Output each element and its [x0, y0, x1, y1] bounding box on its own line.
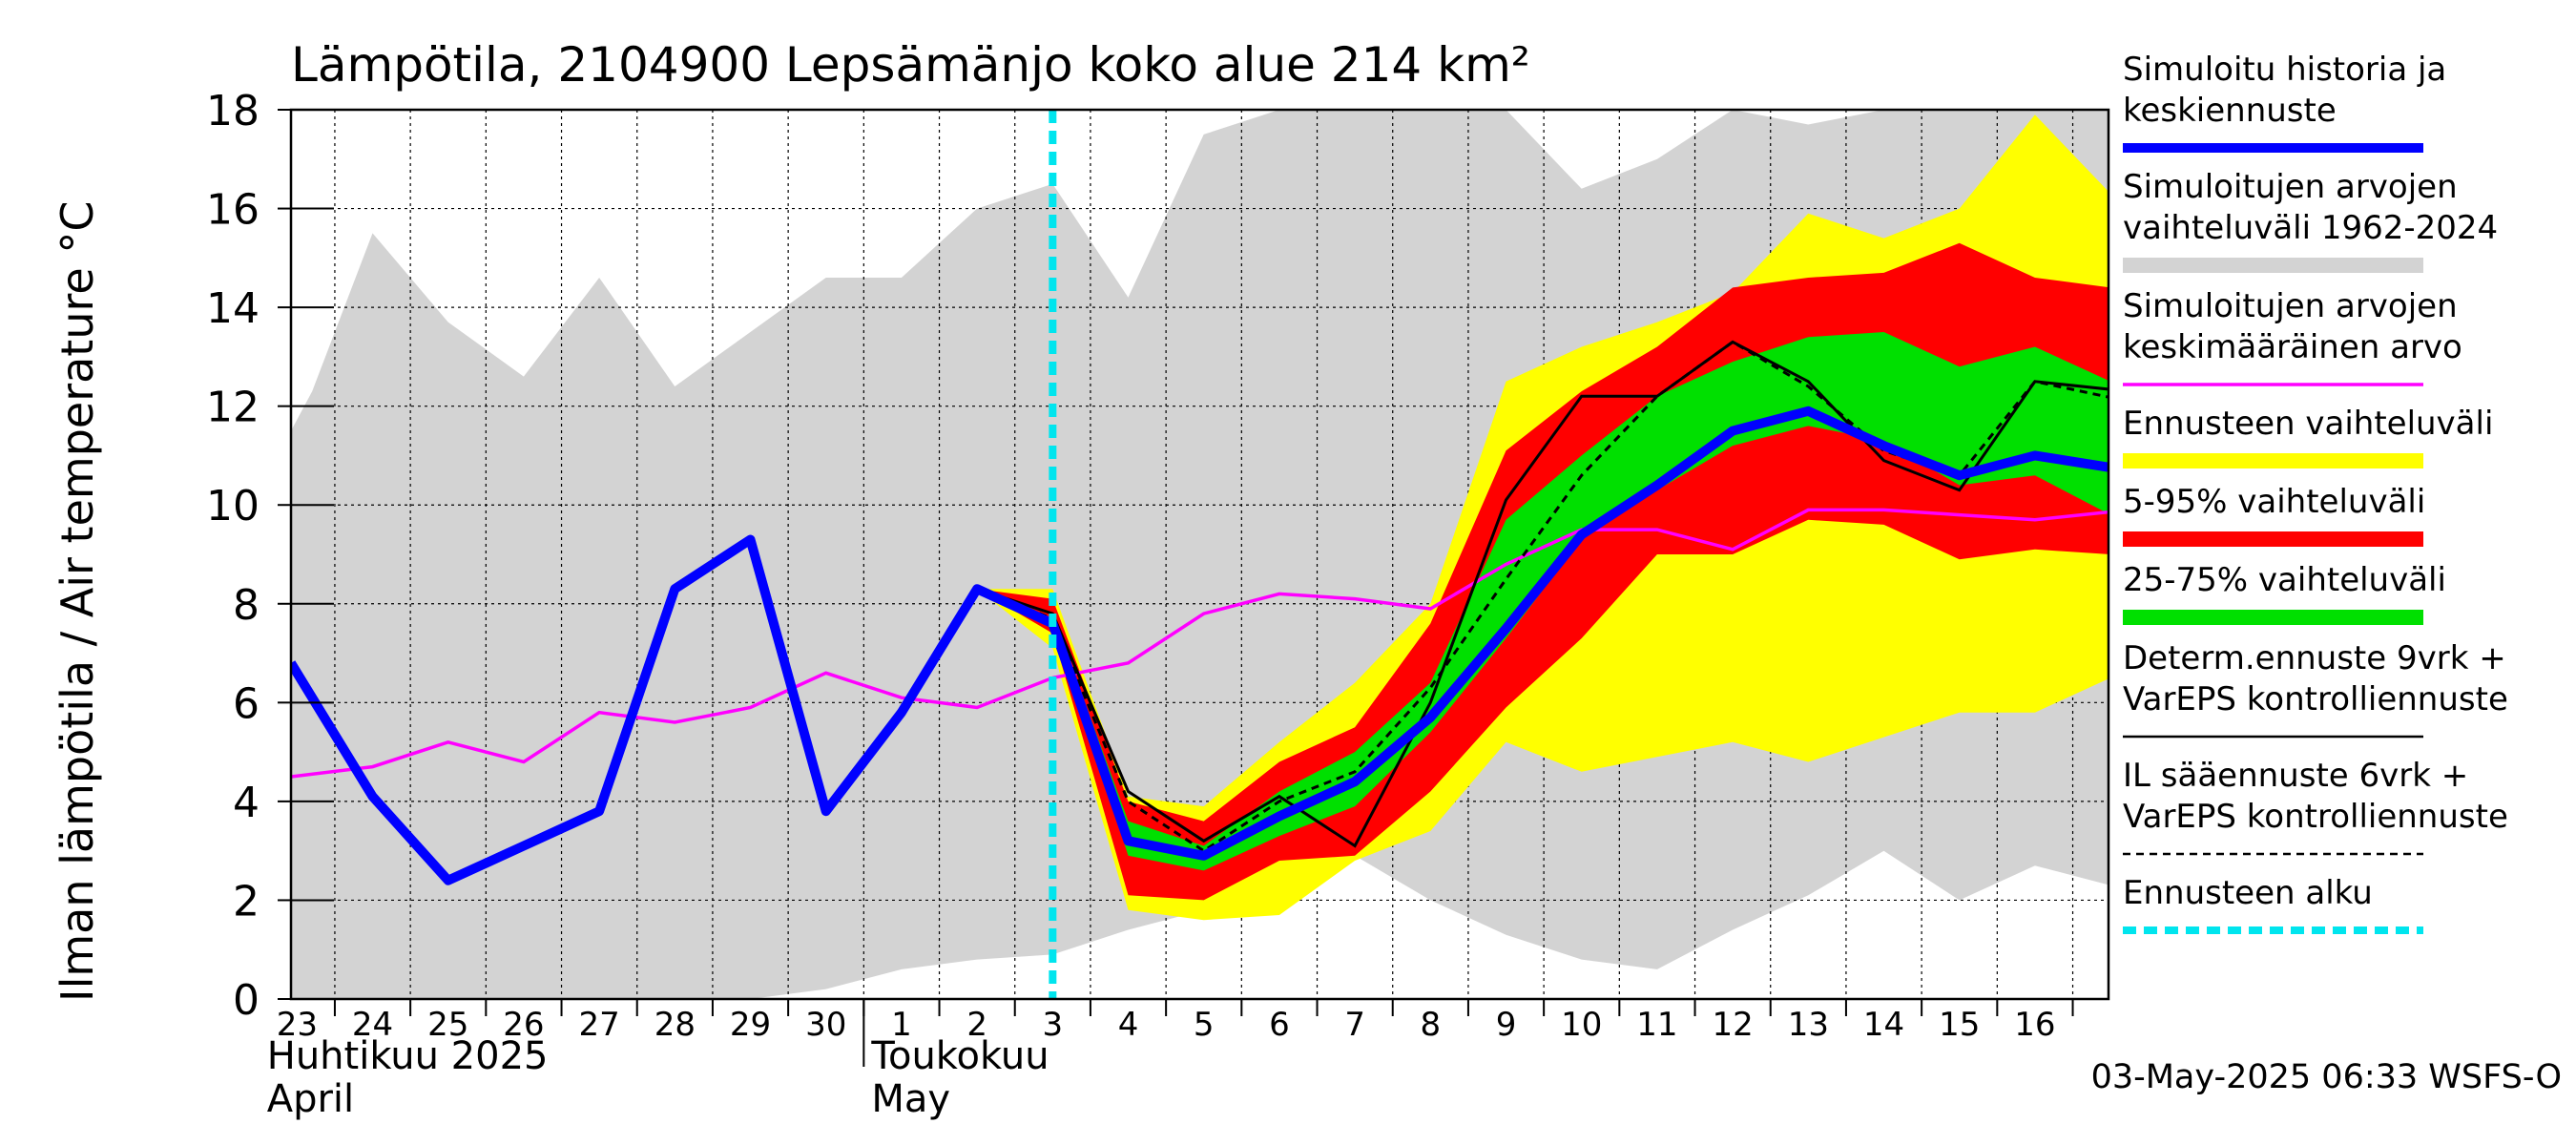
x-day-label: 27	[579, 1006, 620, 1044]
legend-label: Determ.ennuste 9vrk +	[2123, 639, 2506, 677]
mean-line	[291, 508, 2109, 779]
p25-75-band	[1052, 332, 2109, 871]
legend-label: Simuloitujen arvojen	[2123, 168, 2458, 206]
legend-label: keskimääräinen arvo	[2123, 328, 2462, 366]
determ-forecast-line	[976, 340, 2109, 848]
x-day-label: 4	[1118, 1006, 1139, 1044]
x-day-label: 3	[1043, 1006, 1064, 1044]
y-tick-label: 4	[233, 779, 260, 827]
x-day-label: 28	[654, 1006, 696, 1044]
simulated-line	[291, 406, 2109, 885]
month-label-fi: Toukokuu	[870, 1034, 1049, 1078]
x-day-label: 12	[1713, 1006, 1754, 1044]
x-day-label: 5	[1194, 1006, 1215, 1044]
y-tick-label: 6	[233, 679, 260, 728]
month-label-en: May	[871, 1077, 950, 1121]
legend-label: vaihteluväli 1962-2024	[2123, 209, 2498, 247]
x-day-label: 14	[1863, 1006, 1904, 1044]
y-tick-label: 12	[206, 384, 260, 432]
x-day-label: 29	[730, 1006, 771, 1044]
legend-label: Ennusteen alku	[2123, 874, 2373, 912]
month-label-en: April	[267, 1077, 354, 1121]
timestamp-footer: 03-May-2025 06:33 WSFS-O	[2091, 1058, 2562, 1096]
y-tick-label: 14	[206, 284, 260, 333]
il-forecast-line	[976, 340, 2109, 853]
x-day-label: 6	[1269, 1006, 1290, 1044]
y-tick-label: 8	[233, 581, 260, 630]
legend-label: Simuloitujen arvojen	[2123, 287, 2458, 325]
y-tick-label: 0	[233, 976, 260, 1025]
x-day-label: 24	[352, 1006, 393, 1044]
legend-label: IL sääennuste 6vrk +	[2123, 757, 2468, 795]
x-day-label: 15	[1939, 1006, 1980, 1044]
legend-label: Simuloitu historia ja	[2123, 51, 2446, 89]
legend-label: 25-75% vaihteluväli	[2123, 561, 2446, 599]
legend-label: Ennusteen vaihteluväli	[2123, 405, 2493, 443]
x-day-label: 23	[277, 1006, 318, 1044]
x-day-label: 2	[966, 1006, 987, 1044]
x-day-label: 10	[1561, 1006, 1602, 1044]
x-day-label: 16	[2014, 1006, 2055, 1044]
y-tick-label: 2	[233, 877, 260, 926]
x-day-label: 30	[805, 1006, 846, 1044]
x-day-label: 11	[1636, 1006, 1677, 1044]
x-day-label: 13	[1788, 1006, 1829, 1044]
x-day-label: 1	[891, 1006, 912, 1044]
y-tick-label: 10	[206, 482, 260, 531]
x-day-label: 26	[503, 1006, 544, 1044]
month-label-fi: Huhtikuu 2025	[267, 1034, 549, 1078]
x-day-label: 9	[1496, 1006, 1517, 1044]
plot-frame	[289, 108, 2110, 1001]
y-tick-label: 18	[206, 87, 260, 135]
legend-label: VarEPS kontrolliennuste	[2123, 680, 2508, 718]
legend-label: keskiennuste	[2123, 92, 2337, 130]
legend-label: VarEPS kontrolliennuste	[2123, 798, 2508, 836]
plot-content	[291, 110, 2109, 999]
y-axis-label: Ilman lämpötila / Air temperature °C	[52, 201, 103, 1002]
chart-title: Lämpötila, 2104900 Lepsämänjo koko alue …	[291, 37, 1530, 93]
y-tick-label: 16	[206, 186, 260, 235]
legend-label: 5-95% vaihteluväli	[2123, 483, 2425, 521]
x-day-label: 8	[1421, 1006, 1442, 1044]
x-day-label: 7	[1344, 1006, 1365, 1044]
x-day-label: 25	[427, 1006, 468, 1044]
